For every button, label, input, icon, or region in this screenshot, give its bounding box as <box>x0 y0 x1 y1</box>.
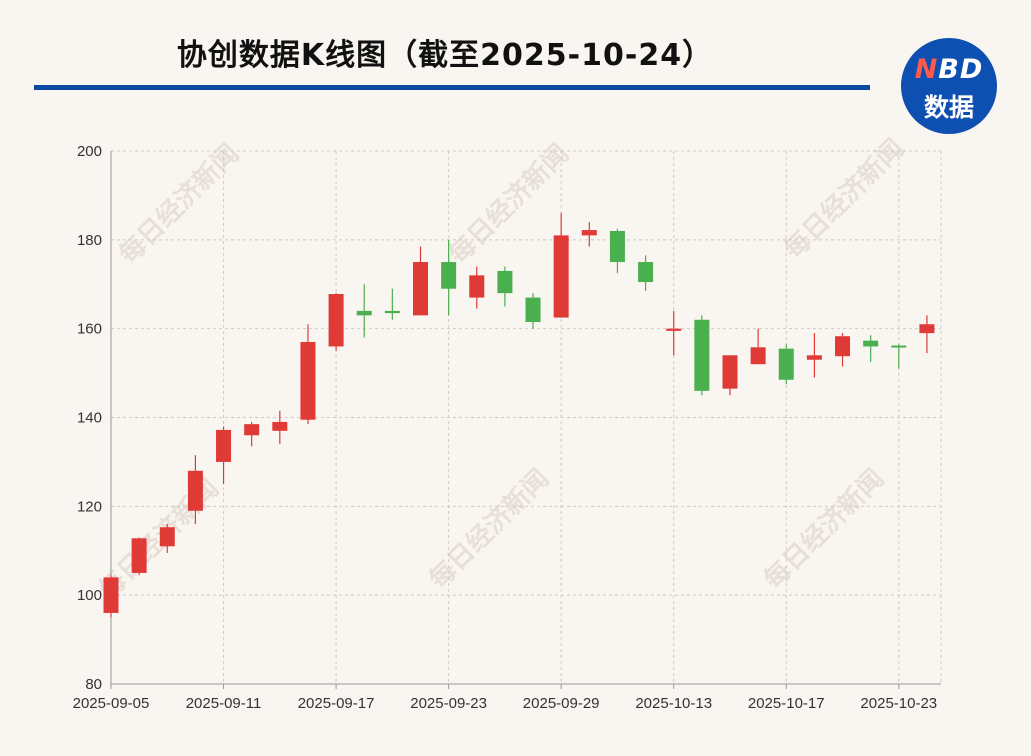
candle-body <box>722 355 738 389</box>
x-tick-labels: 2025-09-05 2025-09-11 2025-09-17 2025-09-23… <box>73 684 937 712</box>
candle-body <box>469 275 485 298</box>
candle <box>806 333 822 378</box>
candle <box>778 344 794 385</box>
logo-n: N <box>914 54 939 85</box>
y-tick-label: 100 <box>77 587 102 604</box>
candle <box>750 328 766 365</box>
x-tick-label: 2025-09-11 <box>186 695 262 712</box>
x-tick-label: 2025-10-13 <box>635 695 712 712</box>
candle-body <box>441 262 457 289</box>
logo-text: 数据 <box>923 93 974 122</box>
candle-body <box>666 328 682 331</box>
candle-body <box>638 262 654 283</box>
candle <box>384 288 400 320</box>
candle-body <box>497 270 513 294</box>
candle-body <box>300 341 316 420</box>
x-tick-label: 2025-10-17 <box>748 695 825 712</box>
x-tick-label: 2025-09-23 <box>410 695 487 712</box>
candle <box>553 213 569 318</box>
y-tick-labels: 80 100 120 140 160 180 200 <box>77 143 102 693</box>
candle-body <box>412 262 428 316</box>
grid-lines <box>110 150 942 684</box>
x-tick-label: 2025-09-29 <box>523 695 600 712</box>
y-tick-label: 160 <box>77 321 102 338</box>
candle <box>581 222 597 247</box>
candle-body <box>216 429 232 462</box>
candle <box>244 421 260 447</box>
candle-body <box>863 340 879 347</box>
candle-body <box>244 424 260 436</box>
candle <box>216 426 232 485</box>
candle-body <box>891 345 907 348</box>
candle-body <box>187 470 203 511</box>
candle <box>891 344 907 369</box>
candle <box>441 239 457 316</box>
candle <box>103 575 119 618</box>
candle-body <box>384 310 400 314</box>
candle <box>919 315 935 354</box>
candle <box>272 410 288 445</box>
y-tick-label: 80 <box>85 676 102 693</box>
candle-body <box>806 355 822 360</box>
candle-body <box>553 235 569 318</box>
x-tick-label: 2025-09-17 <box>298 695 375 712</box>
candle-body <box>131 538 147 573</box>
candle <box>835 333 851 367</box>
candle-body <box>356 310 372 316</box>
candle <box>638 255 654 291</box>
chart-title: 协创数据K线图（截至2025-10-24） <box>176 38 714 73</box>
logo-bd: BD <box>938 54 984 85</box>
nbd-logo: NBD 数据 <box>901 38 997 134</box>
title-underline <box>34 85 870 90</box>
candle-body <box>272 421 288 431</box>
watermark-text: 每日经济新闻 <box>113 138 245 270</box>
candle <box>131 537 147 576</box>
candle <box>187 455 203 525</box>
watermark-text: 每日经济新闻 <box>423 463 555 595</box>
candle <box>666 310 682 356</box>
candle <box>412 246 428 316</box>
candle <box>469 266 485 309</box>
candle-body <box>581 230 597 236</box>
candle <box>722 355 738 396</box>
candle-body <box>694 319 710 391</box>
candle <box>863 335 879 362</box>
candle-body <box>750 347 766 365</box>
watermark-text: 每日经济新闻 <box>758 463 890 595</box>
candle-body <box>328 294 344 347</box>
candle <box>497 266 513 307</box>
y-tick-label: 180 <box>77 232 102 249</box>
candle-body <box>609 230 625 263</box>
candle-body <box>525 297 541 323</box>
candle <box>525 293 541 329</box>
candle <box>694 315 710 396</box>
candle <box>159 524 175 553</box>
candle-body <box>835 336 851 357</box>
y-tick-label: 120 <box>77 498 102 515</box>
candle <box>609 228 625 274</box>
watermark-text: 每日经济新闻 <box>778 133 910 265</box>
x-tick-label: 2025-10-23 <box>860 695 937 712</box>
candle-body <box>778 348 794 380</box>
candle <box>300 324 316 425</box>
candle <box>328 293 344 351</box>
candle-body <box>103 577 119 613</box>
candle <box>356 284 372 338</box>
x-tick-label: 2025-09-05 <box>73 695 150 712</box>
y-tick-label: 200 <box>77 143 102 160</box>
candle-body <box>919 324 935 334</box>
y-tick-label: 140 <box>77 410 102 427</box>
candle-body <box>159 527 175 547</box>
candles <box>103 213 935 618</box>
